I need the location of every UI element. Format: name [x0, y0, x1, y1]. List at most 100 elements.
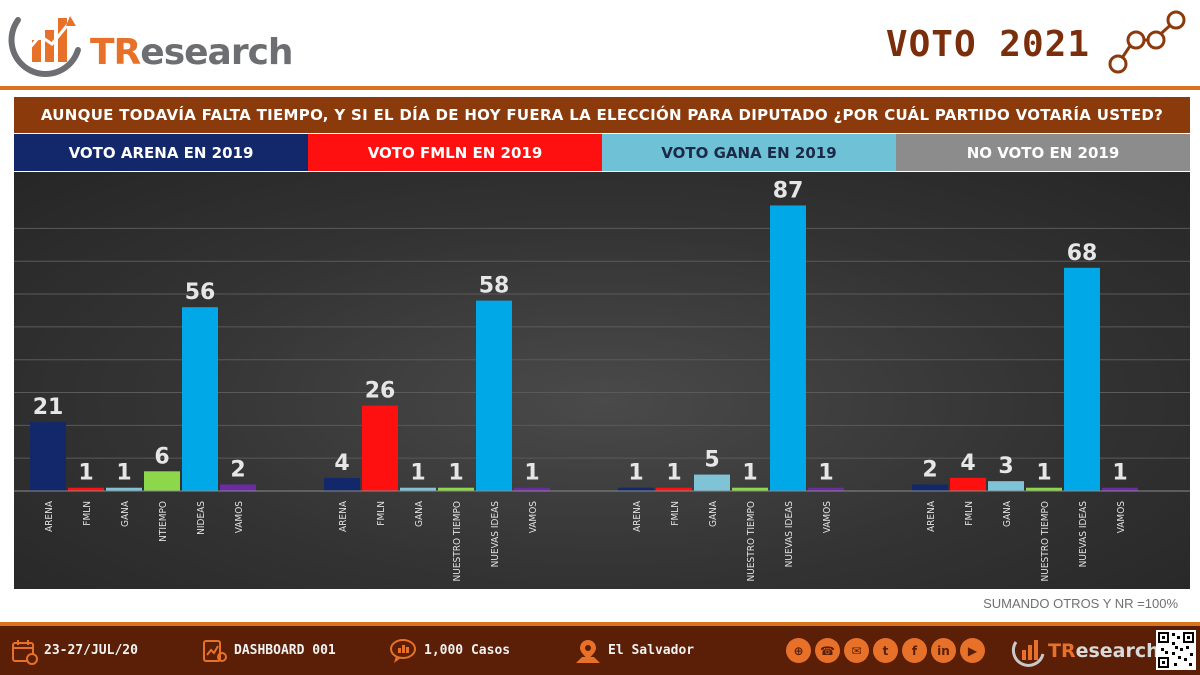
chat-chart-icon — [390, 638, 416, 663]
tick-label: NTIEMPO — [158, 501, 169, 542]
bar — [182, 307, 218, 491]
bar — [618, 487, 654, 491]
footer-logo-icon — [1011, 640, 1045, 667]
bar — [68, 487, 104, 491]
facebook-icon[interactable]: f — [902, 638, 927, 663]
bar — [400, 487, 436, 491]
tick-label: FMLN — [82, 501, 93, 526]
data-label: 5 — [704, 448, 719, 473]
data-label: 1 — [524, 461, 539, 486]
tick-label: GANA — [1002, 500, 1013, 527]
bar — [694, 474, 730, 491]
logo-icon — [8, 16, 81, 77]
data-label: 4 — [960, 451, 975, 476]
tick-label: VAMOS — [234, 501, 245, 534]
tick-label: NIDEAS — [196, 501, 207, 535]
tick-label: NUESTRO TIEMPO — [746, 501, 757, 582]
bar — [1102, 487, 1138, 491]
brand-logo: TResearch — [4, 6, 294, 80]
tick-label: VAMOS — [528, 501, 539, 534]
footer-brand-tr: TR — [1048, 640, 1076, 662]
data-label: 87 — [773, 178, 804, 203]
tick-label: GANA — [414, 500, 425, 527]
bar — [362, 405, 398, 491]
footer-cases-text: 1,000 Casos — [424, 643, 511, 658]
data-label: 1 — [448, 461, 463, 486]
question-banner: AUNQUE TODAVÍA FALTA TIEMPO, Y SI EL DÍA… — [14, 97, 1190, 133]
tick-label: GANA — [708, 500, 719, 527]
tick-label: NUESTRO TIEMPO — [1040, 501, 1051, 582]
bar — [1026, 487, 1062, 491]
bar — [770, 205, 806, 491]
globe-icon[interactable]: ⊕ — [786, 638, 811, 663]
tick-label: FMLN — [376, 501, 387, 526]
youtube-icon[interactable]: ▶ — [960, 638, 985, 663]
tick-label: VAMOS — [822, 501, 833, 534]
section-header-no-voto: NO VOTO EN 2019 — [896, 134, 1190, 171]
qr-code-icon[interactable] — [1156, 630, 1196, 670]
bar — [950, 477, 986, 491]
data-label: 1 — [116, 461, 131, 486]
bar — [106, 487, 142, 491]
bar — [438, 487, 474, 491]
tick-label: ARENA — [926, 500, 937, 532]
social-links: ⊕ ☎ ✉ t f in ▶ — [786, 638, 985, 663]
tick-label: ARENA — [44, 500, 55, 532]
footer-date: 23-27/JUL/20 — [10, 626, 138, 675]
tick-label: NUEVAS IDEAS — [1078, 501, 1089, 568]
bar — [144, 471, 180, 491]
linkedin-icon[interactable]: in — [931, 638, 956, 663]
bar — [808, 487, 844, 491]
tick-label: GANA — [120, 500, 131, 527]
data-label: 58 — [479, 274, 510, 299]
data-label: 1 — [742, 461, 757, 486]
brand-name: TResearch — [90, 32, 294, 73]
tick-label: FMLN — [670, 501, 681, 526]
footer-location: El Salvador — [574, 626, 694, 675]
twitter-icon[interactable]: t — [873, 638, 898, 663]
map-pin-icon — [576, 639, 600, 663]
section-header-gana: VOTO GANA EN 2019 — [602, 134, 896, 171]
bar — [324, 477, 360, 491]
data-label: 1 — [410, 461, 425, 486]
email-icon[interactable]: ✉ — [844, 638, 869, 663]
bar-chart: 21ARENA1FMLN1GANA6NTIEMPO56NIDEAS2VAMOS4… — [14, 178, 1190, 582]
chart-panel: 21 ARENA 1 FMLN 1 GANA 6 NTIEMPO 56 NIDEAS 2 VAMOS 4… — [14, 172, 1190, 589]
tick-label: NUESTRO TIEMPO — [452, 501, 463, 582]
bar — [1064, 267, 1100, 491]
chain-icon — [1108, 10, 1186, 74]
phone-icon[interactable]: ☎ — [815, 638, 840, 663]
page-title: VOTO 2021 — [885, 24, 1090, 65]
data-label: 26 — [365, 379, 396, 404]
tick-label: FMLN — [964, 501, 975, 526]
bar — [656, 487, 692, 491]
footer-divider — [0, 622, 1200, 626]
bar — [514, 487, 550, 491]
footer-bar: 23-27/JUL/20 DASHBOARD 001 1,000 Casos — [0, 626, 1200, 675]
section-headers: VOTO ARENA EN 2019 VOTO FMLN EN 2019 VOT… — [14, 134, 1190, 171]
dashboard-icon — [203, 639, 227, 662]
data-label: 2 — [922, 457, 937, 482]
footer-dashboard-text: DASHBOARD 001 — [234, 643, 336, 658]
tick-label: ARENA — [338, 500, 349, 532]
bar — [30, 422, 66, 491]
tick-label: NUEVAS IDEAS — [784, 501, 795, 568]
data-label: 68 — [1067, 241, 1098, 266]
tick-label: ARENA — [632, 500, 643, 532]
data-label: 4 — [334, 451, 349, 476]
tick-label: NUEVAS IDEAS — [490, 501, 501, 568]
section-header-fmln: VOTO FMLN EN 2019 — [308, 134, 602, 171]
bar — [732, 487, 768, 491]
section-header-arena: VOTO ARENA EN 2019 — [14, 134, 308, 171]
bar — [220, 484, 256, 491]
footnote: SUMANDO OTROS Y NR =100% — [983, 596, 1178, 611]
data-label: 6 — [154, 444, 169, 469]
header-divider — [0, 86, 1200, 90]
footer-cases: 1,000 Casos — [388, 626, 510, 675]
data-label: 21 — [33, 395, 64, 420]
footer-date-text: 23-27/JUL/20 — [44, 643, 138, 658]
bar — [988, 481, 1024, 491]
data-label: 3 — [998, 454, 1013, 479]
footer-dashboard: DASHBOARD 001 — [200, 626, 336, 675]
